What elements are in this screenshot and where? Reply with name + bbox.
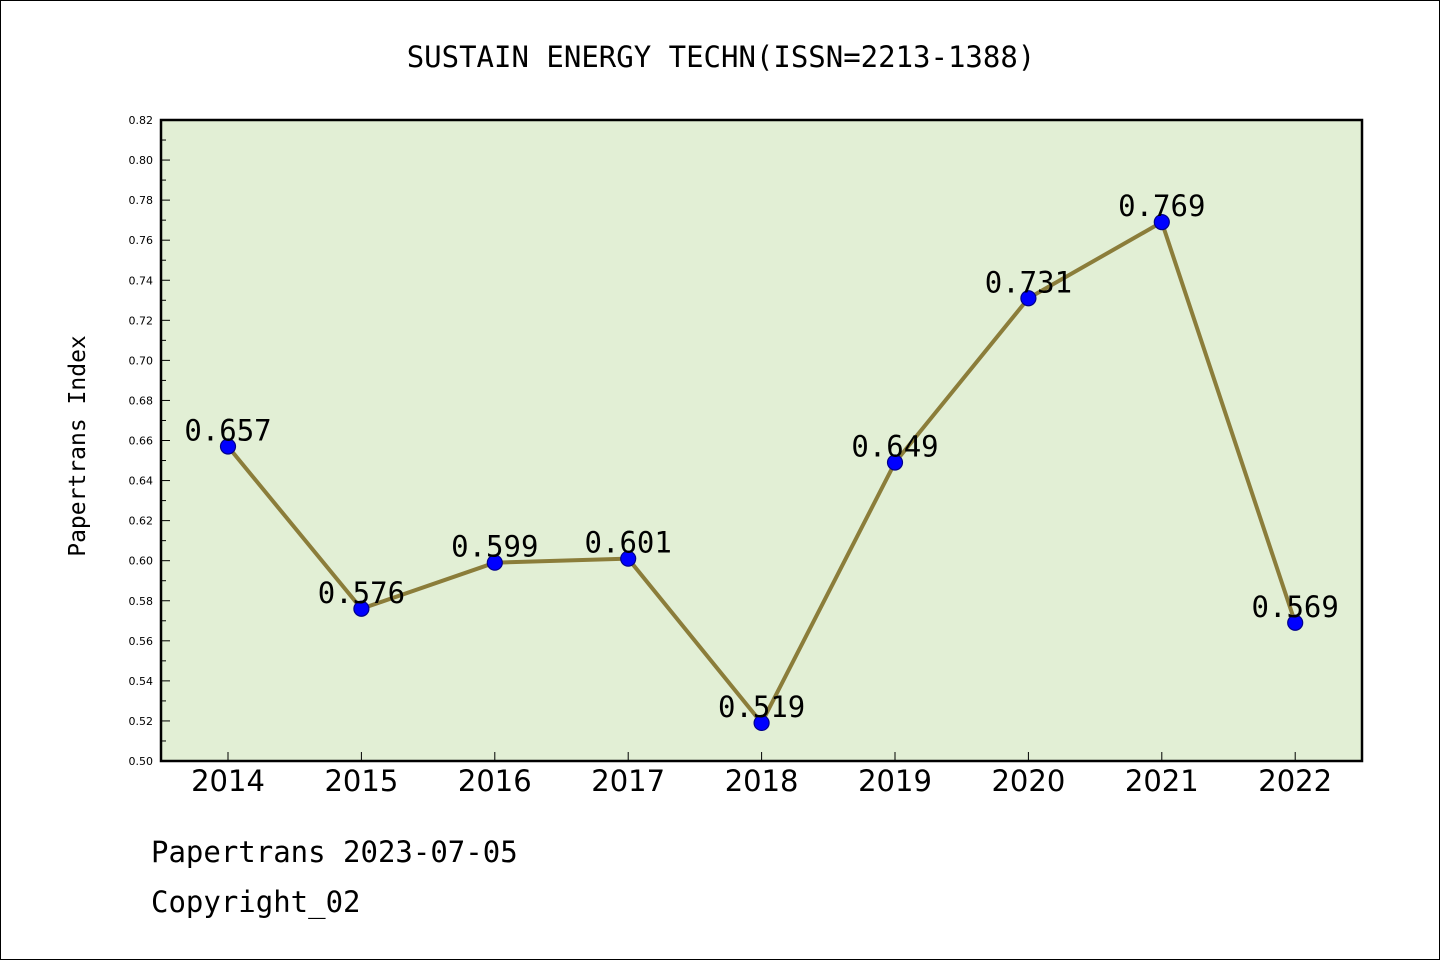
x-tick-label: 2014 xyxy=(191,764,265,798)
y-tick-label: 0.68 xyxy=(129,394,154,407)
y-tick-label: 0.54 xyxy=(129,675,154,688)
chart-title: SUSTAIN ENERGY TECHN(ISSN=2213-1388) xyxy=(407,40,1036,74)
x-tick-label: 2019 xyxy=(858,764,932,798)
data-label: 0.569 xyxy=(1252,590,1339,624)
data-point xyxy=(1153,214,1170,231)
data-point xyxy=(886,454,904,471)
y-tick-label: 0.58 xyxy=(129,595,154,608)
y-tick-label: 0.70 xyxy=(129,354,154,367)
data-label: 0.769 xyxy=(1118,189,1205,223)
x-tick-label: 2016 xyxy=(458,764,532,798)
y-tick-label: 0.76 xyxy=(129,234,154,247)
y-tick-label: 0.52 xyxy=(129,715,154,728)
data-point xyxy=(486,554,503,571)
x-tick-label: 2015 xyxy=(324,764,398,798)
data-labels: 0.657 0.576 0.599 0.601 0.519 0.649 0.731 0.769… xyxy=(184,189,1339,724)
y-axis-label: Papertrans Index xyxy=(65,335,91,557)
y-tick-label: 0.78 xyxy=(129,194,154,207)
y-tick-label: 0.60 xyxy=(129,555,154,568)
x-tick-label: 2020 xyxy=(991,764,1065,798)
data-label: 0.649 xyxy=(851,430,938,464)
data-point xyxy=(353,600,370,617)
data-point xyxy=(1020,290,1037,307)
data-label: 0.576 xyxy=(318,576,405,610)
data-label: 0.657 xyxy=(184,414,271,448)
y-tick-label: 0.74 xyxy=(129,274,154,287)
footer-date: Papertrans 2023-07-05 xyxy=(151,835,518,869)
y-tick-label: 0.80 xyxy=(129,154,154,167)
x-tick-label: 2021 xyxy=(1125,764,1199,798)
x-tick-label: 2017 xyxy=(591,764,665,798)
series-layer xyxy=(219,214,1304,732)
data-label: 0.599 xyxy=(451,530,538,564)
axis-ticks: 0.50 0.52 0.54 0.56 0.58 0.60 0.62 0.64 0.66 0.68… xyxy=(129,114,1333,798)
y-tick-label: 0.72 xyxy=(129,314,154,327)
x-tick-label: 2022 xyxy=(1258,764,1332,798)
y-tick-label: 0.82 xyxy=(129,114,154,127)
data-point xyxy=(1287,614,1304,631)
data-label: 0.601 xyxy=(585,526,672,560)
y-tick-label: 0.56 xyxy=(129,635,154,648)
data-point xyxy=(620,550,637,567)
data-label: 0.731 xyxy=(985,265,1072,299)
y-tick-label: 0.64 xyxy=(129,475,154,488)
y-tick-label: 0.62 xyxy=(129,515,154,528)
y-tick-label: 0.50 xyxy=(129,755,154,768)
data-point xyxy=(219,438,237,455)
footer-copyright: Copyright_02 xyxy=(151,885,361,919)
data-label: 0.519 xyxy=(718,690,805,724)
data-point xyxy=(753,714,770,732)
y-tick-label: 0.66 xyxy=(129,435,154,448)
x-tick-label: 2018 xyxy=(725,764,799,798)
